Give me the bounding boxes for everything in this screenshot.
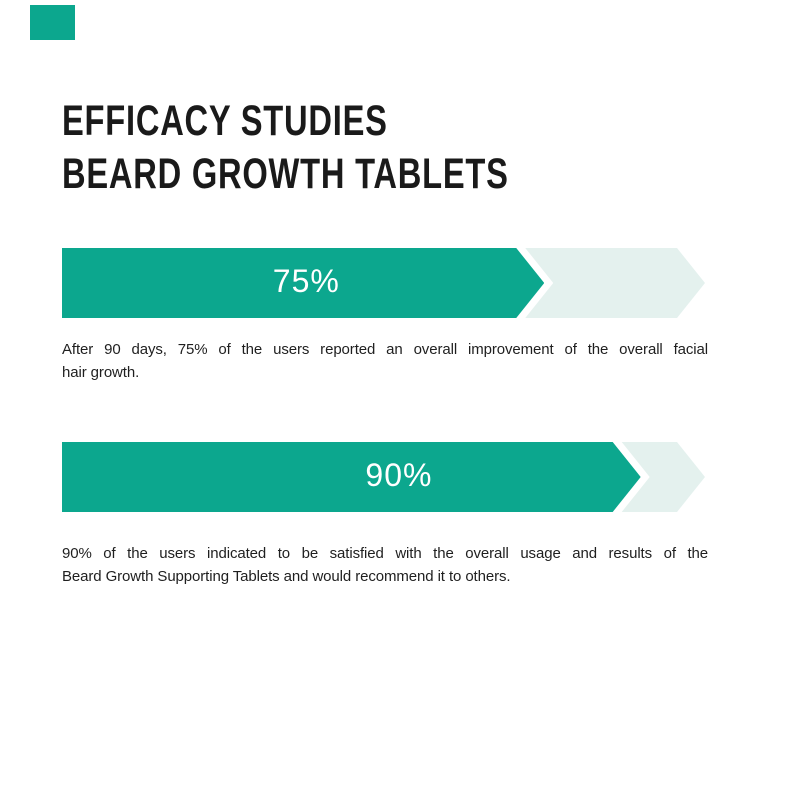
page-title-line-1: EFFICACY STUDIES xyxy=(62,97,388,145)
description-line: After 90 days, 75% of the users reported… xyxy=(62,341,708,358)
page-title: EFFICACY STUDIES BEARD GROWTH TABLETS xyxy=(62,95,650,201)
efficacy-bar-improvement: 75% xyxy=(62,248,705,318)
description-line: 90% of the users indicated to be satisfi… xyxy=(62,545,708,562)
bar-fill xyxy=(62,442,641,512)
bar-description-improvement: After 90 days, 75% of the users reported… xyxy=(62,338,708,384)
bar-fill xyxy=(62,248,544,318)
page-title-line-2: BEARD GROWTH TABLETS xyxy=(62,150,509,198)
bar-percent-label: 90% xyxy=(365,457,433,494)
bar-percent-label: 75% xyxy=(272,263,340,300)
description-line: Beard Growth Supporting Tablets and woul… xyxy=(62,568,511,585)
efficacy-bar-satisfaction: 90% xyxy=(62,442,705,512)
brand-corner-square xyxy=(30,5,75,40)
bar-description-satisfaction: 90% of the users indicated to be satisfi… xyxy=(62,542,708,588)
description-line: hair growth. xyxy=(62,364,140,381)
